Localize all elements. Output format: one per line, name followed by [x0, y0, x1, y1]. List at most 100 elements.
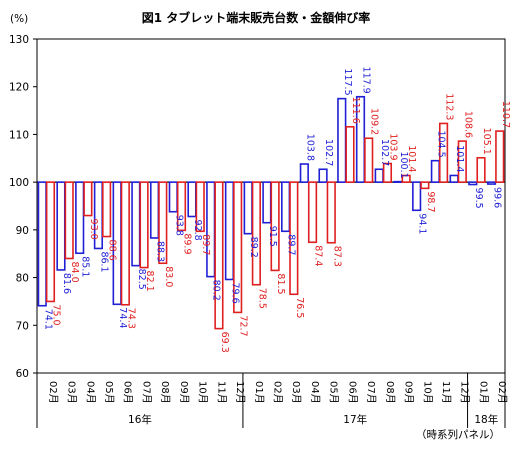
value-label: 88.3: [155, 241, 166, 262]
x-tick-label: 05月: [328, 381, 340, 404]
bar: [393, 180, 403, 183]
x-tick-label: 11月: [440, 381, 452, 404]
value-label: 91.5: [267, 226, 278, 247]
y-tick-label: 70: [16, 320, 29, 332]
x-tick-label: 10月: [421, 381, 433, 404]
bar: [139, 181, 149, 269]
x-tick-label: 06月: [346, 381, 358, 404]
value-label: 76.5: [294, 297, 305, 318]
value-label: 81.5: [275, 273, 286, 294]
bar: [149, 181, 160, 239]
bar: [495, 130, 505, 183]
bar: [307, 181, 318, 244]
value-label: 75.0: [50, 304, 61, 325]
y-axis-unit: (%): [10, 13, 28, 25]
bar: [176, 181, 187, 232]
x-tick-label: 04月: [309, 381, 321, 404]
value-label: 89.2: [248, 237, 259, 258]
x-tick-label: 11月: [215, 381, 227, 404]
bar: [299, 163, 309, 183]
value-label: 92.8: [192, 219, 203, 240]
value-label: 88.6: [107, 240, 118, 261]
y-axis: 60 70 80 90 100 110 120 130: [9, 34, 37, 380]
bar: [45, 181, 56, 303]
bar: [214, 181, 224, 330]
value-label: 89.7: [200, 234, 211, 255]
value-label: 110.7: [500, 101, 511, 128]
bar: [224, 181, 235, 281]
y-tick-label: 120: [9, 82, 29, 94]
x-tick-label: 08月: [159, 381, 171, 404]
value-label: 117.5: [342, 68, 353, 95]
value-label: 72.7: [238, 315, 249, 336]
value-label: 103.8: [304, 134, 315, 161]
bar: [102, 181, 112, 238]
value-label: 117.9: [361, 67, 372, 94]
value-label: 101.4: [406, 145, 417, 172]
year-label: 18年: [474, 413, 498, 426]
year-label: 17年: [343, 413, 367, 426]
x-tick-label: 03月: [290, 381, 302, 404]
x-tick-label: 09月: [178, 381, 190, 404]
bar: [251, 181, 261, 286]
value-label: 82.5: [136, 269, 147, 290]
x-tick-label: 04月: [84, 381, 96, 404]
value-label: 78.5: [256, 288, 267, 309]
value-label: 99.6: [492, 187, 503, 208]
bar: [37, 181, 47, 307]
bar: [438, 122, 449, 183]
x-tick-label: 08月: [384, 381, 396, 404]
bar: [56, 181, 66, 271]
y-tick-label: 100: [9, 177, 29, 189]
x-tick-label: 10月: [197, 381, 209, 404]
bar: [243, 181, 253, 235]
bar: [120, 181, 130, 306]
bar: [326, 181, 336, 244]
value-label: 112.3: [444, 93, 455, 120]
value-label: 87.4: [313, 245, 324, 266]
value-label: 101.4: [454, 145, 465, 172]
x-tick-label: 01月: [253, 381, 265, 404]
bar: [289, 181, 299, 296]
y-tick-label: 90: [16, 225, 29, 237]
value-label: 84.0: [69, 261, 80, 282]
value-label: 89.9: [182, 233, 193, 254]
value-label: 85.1: [80, 256, 91, 277]
value-label: 86.1: [98, 251, 109, 272]
bar: [64, 181, 74, 260]
value-label: 105.1: [481, 128, 492, 155]
y-tick-label: 110: [9, 129, 29, 141]
bar: [486, 181, 497, 185]
y-tick-label: 80: [16, 273, 29, 285]
bars: [37, 95, 505, 330]
bar: [195, 181, 205, 233]
value-label: 93.8: [173, 215, 184, 236]
value-label: 98.7: [425, 191, 436, 212]
bar: [420, 181, 430, 190]
bar: [318, 168, 328, 183]
bar: [364, 137, 374, 183]
x-tick-label: 09月: [403, 381, 415, 404]
bar: [158, 181, 168, 265]
value-label: 100.1: [398, 151, 409, 178]
value-label: 82.1: [144, 271, 155, 292]
x-tick-label: 07月: [365, 381, 377, 404]
value-label: 74.4: [117, 307, 128, 328]
bar: [233, 181, 243, 314]
bar: [345, 125, 355, 183]
bar: [206, 181, 216, 278]
value-label: 81.6: [61, 273, 72, 294]
plot-border: [36, 38, 506, 374]
year-groups: 16年 17年 18年: [36, 373, 506, 428]
bar: [374, 168, 384, 183]
value-label: 111.6: [350, 97, 361, 124]
value-label: 102.7: [379, 139, 390, 166]
x-axis: 02月 03月 04月 05月 06月 07月 08月 09月 10月 11月 12月 01月 02月 0…: [47, 381, 508, 404]
bar: [75, 181, 85, 255]
bar: [468, 181, 478, 186]
value-label: 74.1: [42, 309, 53, 330]
value-label: 89.7: [286, 234, 297, 255]
x-tick-label: 07月: [140, 381, 152, 404]
x-tick-label: 05月: [103, 381, 115, 404]
